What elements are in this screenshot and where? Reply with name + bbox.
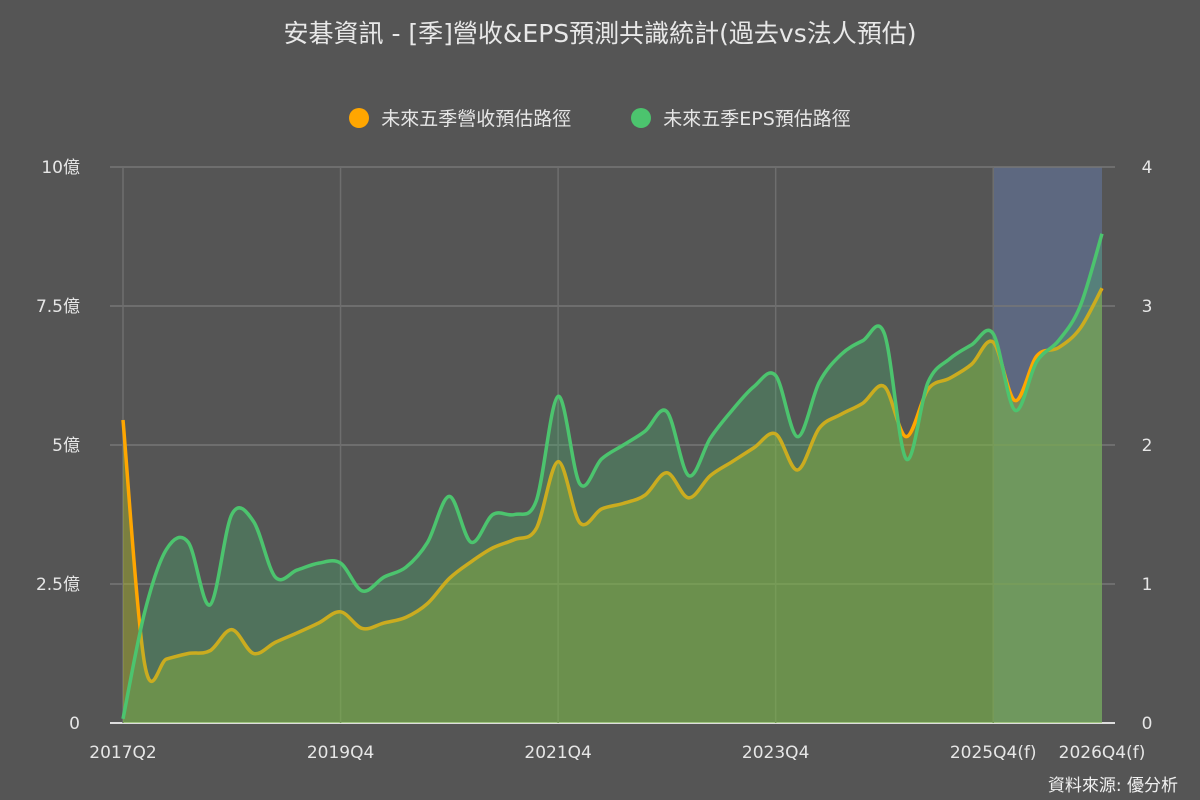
y-left-tick-label: 2.5億 bbox=[36, 575, 80, 595]
chart-title: 安碁資訊 - [季]營收&EPS預測共識統計(過去vs法人預估) bbox=[283, 19, 917, 48]
y-left-tick-label: 7.5億 bbox=[36, 297, 80, 317]
data-point-eps bbox=[881, 331, 887, 337]
x-tick-label: 2023Q4 bbox=[742, 743, 809, 763]
data-point-eps bbox=[686, 473, 692, 479]
data-point-eps bbox=[816, 379, 822, 385]
data-point-eps bbox=[446, 493, 452, 499]
data-point-eps bbox=[468, 539, 474, 545]
data-point-eps bbox=[664, 409, 670, 415]
data-point-eps bbox=[120, 716, 126, 722]
y-left-tick-label: 5億 bbox=[52, 436, 80, 456]
data-point-eps bbox=[359, 588, 365, 594]
legend-marker-eps bbox=[631, 107, 652, 128]
legend: 未來五季營收預估路徑 未來五季EPS預估路徑 bbox=[0, 104, 1200, 131]
series-line-eps bbox=[121, 233, 1104, 720]
data-point-eps bbox=[403, 564, 409, 570]
data-point-eps bbox=[316, 560, 322, 566]
data-point-eps bbox=[555, 393, 561, 399]
y-right-tick-label: 1 bbox=[1142, 575, 1153, 595]
legend-item-eps[interactable]: 未來五季EPS預估路徑 bbox=[631, 104, 851, 131]
series-line-revenue bbox=[121, 287, 1104, 684]
data-point-eps bbox=[1012, 407, 1018, 413]
data-point-eps bbox=[272, 574, 278, 580]
data-point-eps bbox=[229, 512, 235, 518]
data-point-eps bbox=[968, 342, 974, 348]
legend-label-eps: 未來五季EPS預估路徑 bbox=[663, 108, 851, 130]
data-point-eps bbox=[251, 518, 257, 524]
legend-marker-revenue bbox=[349, 107, 370, 128]
data-point-eps bbox=[142, 609, 148, 615]
y-left-tick-label: 10億 bbox=[41, 158, 80, 178]
y-right-tick-label: 4 bbox=[1142, 158, 1153, 178]
x-tick-label: 2019Q4 bbox=[307, 743, 374, 763]
data-point-eps bbox=[1099, 231, 1105, 237]
data-point-eps bbox=[1077, 303, 1083, 309]
data-point-eps bbox=[294, 567, 300, 573]
data-point-eps bbox=[773, 373, 779, 379]
data-point-eps bbox=[642, 428, 648, 434]
x-tick-label: 2025Q4(f) bbox=[950, 743, 1037, 763]
data-point-eps bbox=[838, 352, 844, 358]
source-note: 資料來源: 優分析 bbox=[1047, 776, 1178, 796]
data-point-eps bbox=[207, 602, 213, 608]
x-tick-label: 2026Q4(f) bbox=[1059, 743, 1146, 763]
data-point-revenue bbox=[903, 434, 909, 440]
data-point-eps bbox=[947, 356, 953, 362]
data-point-eps bbox=[620, 442, 626, 448]
y-right-tick-label: 2 bbox=[1142, 436, 1153, 456]
data-point-eps bbox=[990, 331, 996, 337]
data-point-eps bbox=[860, 338, 866, 344]
data-point-eps bbox=[512, 512, 518, 518]
legend-label-revenue: 未來五季營收預估路徑 bbox=[381, 108, 572, 130]
y-right-tick-label: 3 bbox=[1142, 297, 1153, 317]
data-point-eps bbox=[794, 434, 800, 440]
data-point-eps bbox=[577, 481, 583, 487]
data-point-eps bbox=[751, 384, 757, 390]
data-point-eps bbox=[185, 539, 191, 545]
data-point-eps bbox=[903, 456, 909, 462]
x-tick-label: 2017Q2 bbox=[89, 743, 156, 763]
data-point-eps bbox=[925, 379, 931, 385]
data-point-eps bbox=[338, 560, 344, 566]
area-fill-eps bbox=[123, 233, 1102, 723]
area-fill-revenue bbox=[123, 288, 1102, 723]
data-point-eps bbox=[381, 574, 387, 580]
data-point-eps bbox=[164, 546, 170, 552]
data-point-eps bbox=[425, 539, 431, 545]
x-tick-label: 2021Q4 bbox=[524, 743, 591, 763]
data-point-eps bbox=[599, 456, 605, 462]
y-right-tick-label: 0 bbox=[1142, 714, 1153, 734]
data-point-eps bbox=[707, 435, 713, 441]
data-point-eps bbox=[533, 498, 539, 504]
data-point-eps bbox=[729, 407, 735, 413]
data-point-revenue bbox=[120, 417, 126, 423]
legend-item-revenue[interactable]: 未來五季營收預估路徑 bbox=[349, 104, 571, 131]
data-point-eps bbox=[490, 512, 496, 518]
data-point-eps bbox=[1034, 359, 1040, 365]
data-point-eps bbox=[1055, 338, 1061, 344]
y-left-tick-label: 0 bbox=[69, 714, 80, 734]
